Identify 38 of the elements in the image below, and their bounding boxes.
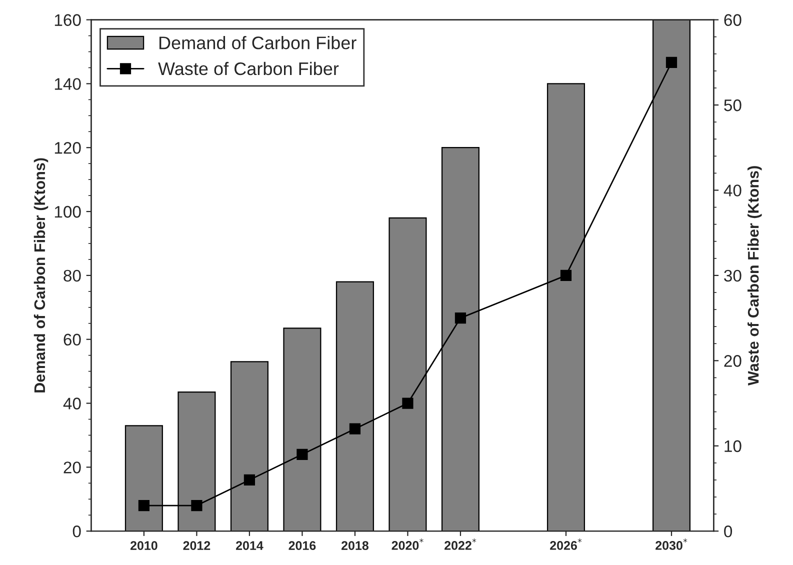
y-tick-label: 80	[64, 270, 81, 282]
point	[454, 312, 466, 324]
y-axis-title: Demand of Carbon Fiber (Ktons)	[34, 158, 48, 392]
y-tick-label: 40	[63, 398, 81, 410]
y2-tick-label: 20	[724, 355, 742, 367]
y-tick-label: 60	[64, 334, 81, 346]
x-tick-label: 2014	[236, 541, 264, 550]
point	[138, 500, 150, 512]
y-tick-label: 20	[64, 462, 81, 474]
y-tick-label: 0	[72, 526, 81, 538]
y-tick-label: 120	[54, 142, 81, 154]
point	[244, 474, 256, 486]
y-tick-label: 160	[54, 14, 81, 26]
point	[402, 398, 414, 409]
point	[349, 423, 361, 434]
x-tick-label: 2030$^{*}$	[656, 538, 688, 550]
point	[666, 56, 678, 68]
y2-tick-label: 40	[724, 184, 742, 196]
y-tick-label: 100	[54, 206, 81, 218]
point	[191, 500, 202, 512]
y-tick-label: 140	[54, 78, 81, 90]
legend-label: Demand of Carbon Fiber	[159, 36, 356, 50]
x-tick-label: 2026$^{*}$	[550, 538, 582, 550]
x-tick-label: 2018	[342, 541, 368, 550]
y2-tick-label: 50	[724, 99, 742, 112]
y2-tick-label: 0	[724, 526, 732, 538]
y2-tick-label: 30	[724, 270, 742, 282]
point	[296, 448, 308, 460]
x-tick-label: 2016	[288, 541, 316, 550]
y2-tick-label: 60	[724, 14, 742, 26]
x-tick-label: 2020$^{*}$	[392, 538, 424, 550]
x-tick-label: 2010	[130, 541, 158, 550]
point	[560, 270, 572, 281]
y2-axis-title: Waste of Carbon Fiber (Ktons)	[748, 166, 762, 386]
y2-tick-label: 10	[724, 440, 742, 452]
x-tick-label: 2022$^{*}$	[444, 538, 476, 550]
legend-label: Waste of Carbon Fiber	[158, 62, 339, 76]
x-tick-label: 2012	[183, 541, 210, 550]
